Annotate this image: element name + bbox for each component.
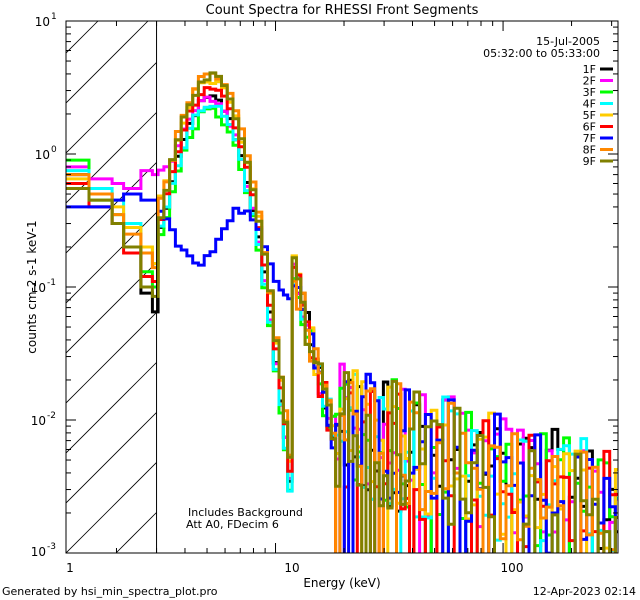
footer-generated-by: Generated by hsi_min_spectra_plot.pro — [2, 585, 218, 598]
axis-ticks — [66, 20, 618, 554]
svg-text:-3: -3 — [47, 542, 56, 552]
svg-text:1: 1 — [51, 12, 57, 22]
time-range-label: 05:32:00 to 05:33:00 — [483, 47, 600, 60]
legend-label-8F: 8F — [583, 144, 596, 157]
legend-label-4F: 4F — [583, 98, 596, 111]
y-tick-label-1e0: 10 0 — [35, 145, 57, 162]
svg-text:-2: -2 — [47, 411, 56, 421]
hatch-line — [66, 21, 199, 154]
date-label: 15-Jul-2005 — [536, 35, 600, 48]
x-tick-label-1: 1 — [66, 561, 74, 575]
footer-timestamp: 12-Apr-2023 02:14 — [533, 585, 636, 598]
svg-text:0: 0 — [51, 145, 57, 155]
hatched-region — [66, 21, 618, 553]
chart-title: Count Spectra for RHESSI Front Segments — [206, 3, 479, 18]
legend-label-7F: 7F — [583, 132, 596, 145]
legend-label-2F: 2F — [583, 75, 596, 88]
svg-text:-1: -1 — [47, 278, 56, 288]
legend-label-1F: 1F — [583, 63, 596, 76]
legend-label-6F: 6F — [583, 121, 596, 134]
svg-text:10: 10 — [31, 281, 46, 295]
x-tick-label-10: 10 — [284, 561, 299, 575]
y-tick-label-1e-2: 10 -2 — [31, 411, 56, 428]
svg-text:counts cm-2 s-1 keV-1: counts cm-2 s-1 keV-1 — [25, 220, 39, 353]
y-tick-label-1e-3: 10 -3 — [31, 542, 56, 559]
annotation-attenuator: Att A0, FDecim 6 — [186, 518, 279, 531]
legend-label-5F: 5F — [583, 109, 596, 122]
x-axis-label: Energy (keV) — [303, 576, 380, 590]
series-line-9F — [66, 71, 618, 553]
legend-label-9F: 9F — [583, 155, 596, 168]
svg-text:10: 10 — [31, 545, 46, 559]
svg-text:10: 10 — [31, 414, 46, 428]
legend-label-3F: 3F — [583, 86, 596, 99]
y-tick-label-1e1: 10 1 — [35, 12, 57, 29]
svg-text:10: 10 — [35, 148, 50, 162]
y-tick-label-1e-1: 10 -1 — [31, 278, 56, 295]
annotation-background: Includes Background — [188, 506, 303, 519]
x-tick-label-100: 100 — [501, 561, 524, 575]
y-axis-label: counts cm-2 s-1 keV-1 — [25, 220, 39, 353]
series-group — [66, 71, 618, 553]
svg-text:10: 10 — [35, 15, 50, 29]
